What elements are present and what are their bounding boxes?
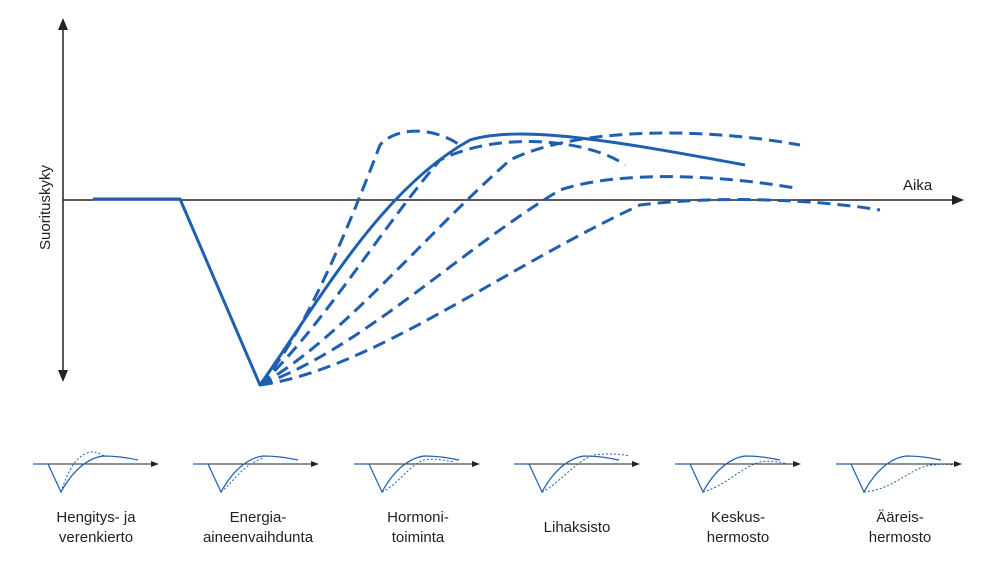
label-energia: Energia- aineenvaihdunta — [178, 508, 338, 548]
label-hengitys: Hengitys- ja verenkierto — [16, 508, 176, 548]
label-line: Hengitys- ja — [56, 509, 136, 526]
label-lihaksisto: Lihaksisto — [497, 518, 657, 538]
mini-panel-lihaksisto — [514, 453, 640, 494]
mini-panel-aareis — [836, 455, 962, 494]
mini-panel-hormoni — [354, 455, 480, 494]
label-line: Ääreis- — [876, 509, 924, 526]
dashed-recovery-curves — [258, 129, 881, 387]
mini-arrow-icon — [632, 461, 640, 467]
mini-arrow-icon — [311, 461, 319, 467]
dashed-curve-5 — [259, 198, 881, 387]
label-line: verenkierto — [58, 529, 134, 546]
label-line: hermosto — [868, 529, 932, 546]
label-line: Keskus- — [710, 509, 766, 526]
x-axis-label: Aika — [903, 177, 933, 194]
label-line: aineenvaihdunta — [202, 529, 314, 546]
dashed-curve-3 — [259, 131, 801, 387]
label-hormoni: Hormoni- toiminta — [338, 508, 498, 548]
label-line: hermosto — [706, 529, 770, 546]
y-axis-label: Suorituskyky — [37, 164, 54, 250]
x-axis-arrow-icon — [952, 195, 964, 205]
mini-panel-energia — [193, 455, 319, 494]
mini-panel-hengitys — [33, 451, 159, 494]
performance-solid-curve — [93, 132, 746, 387]
mini-panel-keskus — [675, 455, 801, 494]
mini-arrow-icon — [151, 461, 159, 467]
label-line: toiminta — [391, 529, 445, 546]
dashed-curve-4 — [259, 175, 796, 387]
label-keskus: Keskus- hermosto — [658, 508, 818, 548]
mini-arrow-icon — [472, 461, 480, 467]
mini-arrow-icon — [793, 461, 801, 467]
label-line: Hormoni- — [387, 509, 449, 526]
dashed-curve-1 — [258, 129, 461, 386]
y-axis-down-arrow-icon — [58, 370, 68, 382]
mini-panels — [33, 451, 962, 494]
x-axis — [63, 195, 964, 205]
y-axis-up-arrow-icon — [58, 18, 68, 30]
label-line: Energia- — [229, 509, 287, 526]
label-line: Lihaksisto — [543, 519, 611, 536]
mini-arrow-icon — [954, 461, 962, 467]
label-aareis: Ääreis- hermosto — [820, 508, 980, 548]
dashed-curve-2 — [258, 140, 626, 387]
